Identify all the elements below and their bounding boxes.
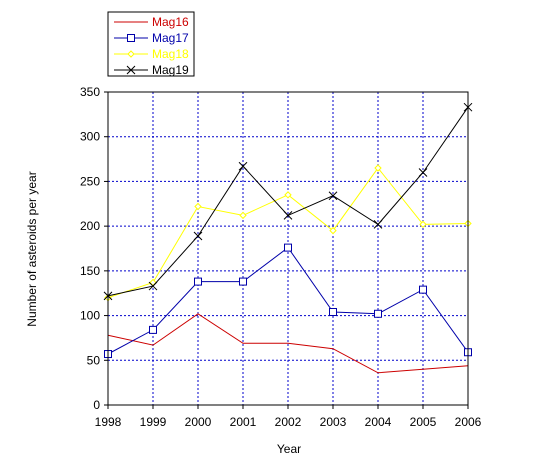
y-tick-label: 50 [87,353,101,367]
data-point-mag17 [149,325,157,334]
x-tick-label: 2001 [230,415,257,429]
legend-label-mag19: Mag19 [152,63,189,77]
y-tick-label: 150 [80,264,100,278]
series-line-mag16 [107,313,469,374]
legend-marker-mag18 [127,50,135,58]
data-point-mag18 [329,226,337,235]
data-point-mag17 [419,285,427,294]
data-point-mag19 [373,220,383,229]
data-point-mag17 [284,243,292,252]
y-axis-label: Number of asteroids per year [25,171,39,326]
y-tick-label: 300 [80,130,100,144]
data-point-mag17 [329,307,337,316]
legend-marker-mag17 [127,34,135,42]
data-point-mag17 [374,309,382,318]
grid [108,92,468,405]
x-axis-ticks: 1998 1999 2000 2001 2002 2003 2004 2005 2006 [95,405,482,429]
legend-label-mag17: Mag17 [152,31,189,45]
data-point-mag18 [284,191,292,199]
y-tick-label: 200 [80,219,100,233]
legend-item-mag18: Mag18 [114,47,189,61]
data-point-mag17 [239,277,247,286]
data-point-mag19 [418,168,428,177]
data-point-mag19 [283,211,293,220]
y-tick-label: 100 [80,309,100,323]
legend-item-mag16: Mag16 [114,15,189,29]
legend-label-mag16: Mag16 [152,15,189,29]
legend-label-mag18: Mag18 [152,47,189,61]
y-tick-label: 350 [80,85,100,99]
data-point-mag17 [194,277,202,286]
legend-item-mag19: Mag19 [114,63,189,77]
y-tick-label: 0 [93,398,100,412]
data-point-mag19 [193,231,203,241]
data-point-mag18 [194,202,202,211]
legend-box [107,11,195,77]
x-tick-label: 2006 [455,415,482,429]
x-tick-label: 2000 [185,415,212,429]
data-point-mag19 [328,191,338,201]
x-axis-label: Year [277,442,301,456]
legend-marker-mag19 [126,65,136,75]
y-axis-ticks: 0 50 100 150 200 250 300 350 [80,85,108,412]
data-point-mag18 [374,164,382,172]
data-point-mag18 [239,211,247,220]
x-tick-label: 2003 [320,415,347,429]
x-tick-label: 1999 [140,415,167,429]
legend-item-mag17: Mag17 [114,31,189,45]
legend: Mag16 Mag17 Mag18 Mag19 [107,11,195,77]
x-tick-label: 2002 [275,415,302,429]
x-tick-label: 2005 [410,415,437,429]
data-point-mag18 [419,220,427,229]
x-tick-label: 1998 [95,415,122,429]
series-mag16 [107,313,469,374]
y-tick-label: 250 [80,174,100,188]
x-tick-label: 2004 [365,415,392,429]
data-point-mag19 [238,161,248,171]
data-point-mag19 [148,281,158,291]
